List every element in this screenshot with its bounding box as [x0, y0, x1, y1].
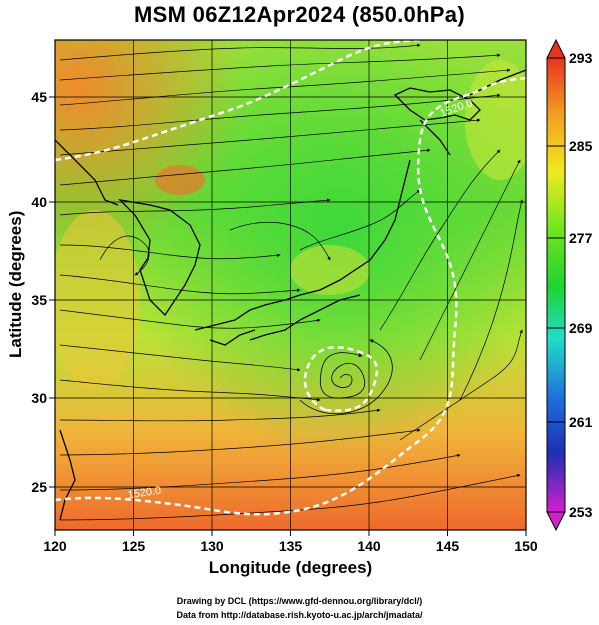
colorbar-label: 261 — [569, 414, 593, 430]
colorbar-max-arrow — [546, 38, 566, 59]
x-tick-label: 120 — [43, 538, 67, 554]
y-tick-label: 25 — [31, 479, 47, 495]
colorbar-label: 285 — [569, 138, 593, 154]
coastlines — [55, 69, 526, 521]
x-tick-label: 145 — [436, 538, 460, 554]
wind-streamlines — [59, 43, 524, 521]
x-tick-label: 130 — [200, 538, 224, 554]
colorbar-label: 269 — [569, 320, 593, 336]
map-title: MSM 06Z12Apr2024 (850.0hPa) — [134, 2, 465, 27]
x-axis-label: Longitude (degrees) — [208, 558, 373, 577]
contour-label: 1520.0 — [127, 485, 162, 502]
colorbar-gradient — [546, 57, 566, 513]
cyclone-vortex — [299, 339, 393, 415]
x-ticks — [54, 530, 527, 536]
colorbar-label: 293 — [569, 50, 593, 66]
y-tick-label: 30 — [31, 390, 47, 406]
colorbar-label: 277 — [569, 230, 593, 246]
y-axis-label: Latitude (degrees) — [6, 210, 25, 358]
x-tick-label: 125 — [122, 538, 146, 554]
credit-data-source: Data from http://database.rish.kyoto-u.a… — [176, 610, 423, 620]
colorbar-min-arrow — [546, 511, 566, 532]
colorbar: 293 285 277 269 261 253 — [546, 38, 593, 532]
y-tick-label: 40 — [31, 194, 47, 210]
credit-drawing: Drawing by DCL (https://www.gfd-dennou.o… — [176, 596, 423, 606]
x-tick-label: 135 — [279, 538, 303, 554]
y-tick-label: 35 — [31, 292, 47, 308]
x-tick-label: 150 — [514, 538, 538, 554]
x-tick-label: 140 — [357, 538, 381, 554]
temperature-field — [55, 40, 526, 530]
colorbar-label: 253 — [569, 504, 593, 520]
y-tick-label: 45 — [31, 89, 47, 105]
y-ticks — [49, 96, 55, 488]
height-contours — [55, 40, 526, 516]
